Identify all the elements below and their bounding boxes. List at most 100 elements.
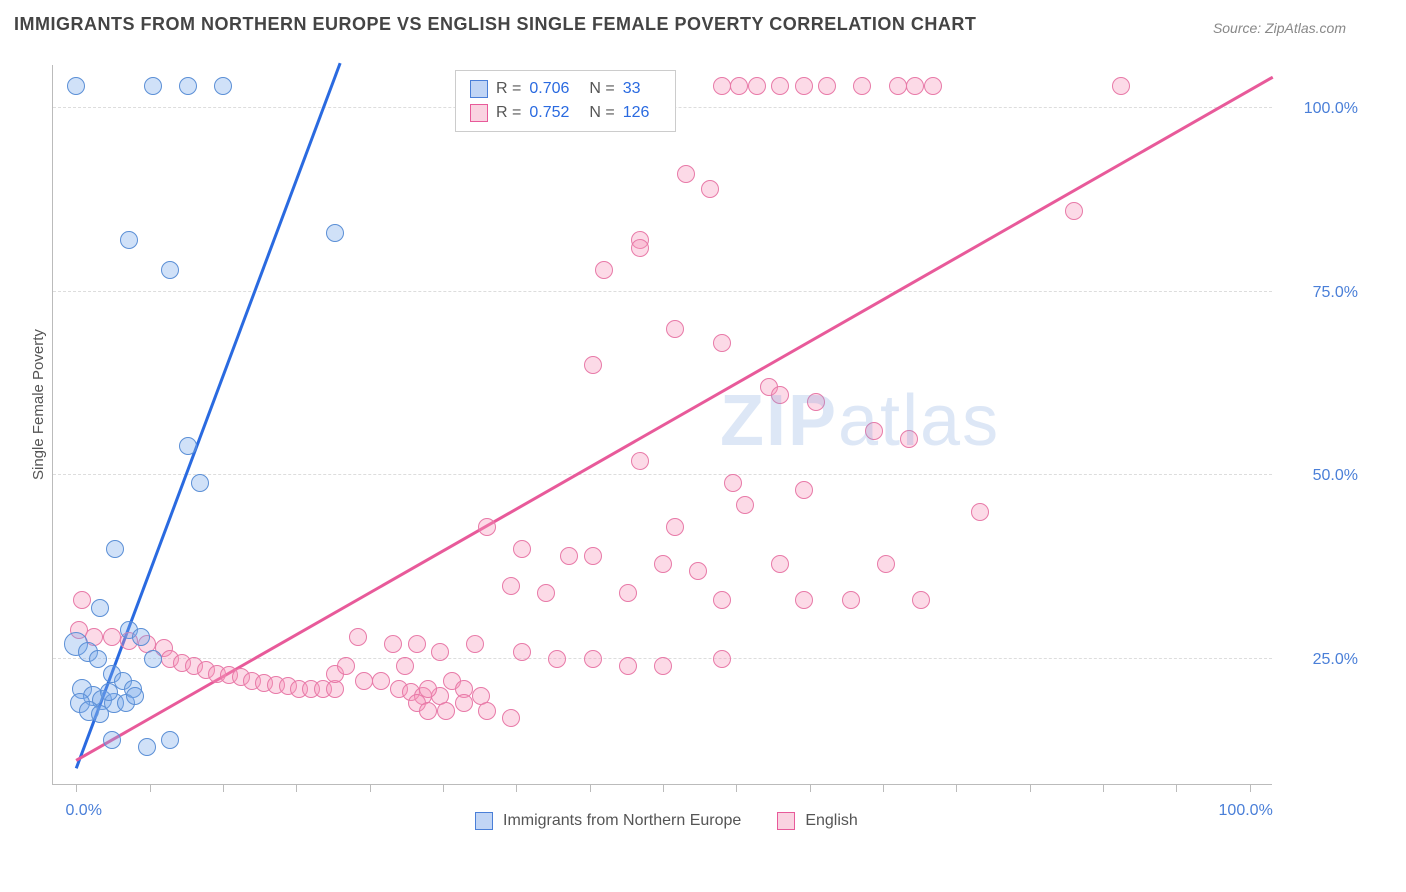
scatter-point-pink (1112, 77, 1130, 95)
scatter-point-blue (120, 231, 138, 249)
scatter-point-pink (478, 702, 496, 720)
scatter-point-pink (619, 657, 637, 675)
r-label: R = (496, 101, 521, 125)
scatter-point-pink (537, 584, 555, 602)
scatter-point-blue (214, 77, 232, 95)
scatter-point-pink (713, 77, 731, 95)
scatter-point-pink (912, 591, 930, 609)
scatter-point-pink (103, 628, 121, 646)
scatter-point-pink (1065, 202, 1083, 220)
scatter-point-pink (408, 635, 426, 653)
n-label: N = (589, 101, 614, 125)
x-tick (1250, 784, 1251, 792)
scatter-point-pink (654, 657, 672, 675)
x-tick (296, 784, 297, 792)
scatter-point-pink (337, 657, 355, 675)
scatter-point-pink (853, 77, 871, 95)
gridline (53, 291, 1272, 292)
swatch-pink (470, 104, 488, 122)
scatter-point-blue (161, 261, 179, 279)
scatter-point-pink (807, 393, 825, 411)
scatter-point-pink (631, 239, 649, 257)
swatch-blue (470, 80, 488, 98)
scatter-point-pink (513, 540, 531, 558)
x-tick (883, 784, 884, 792)
scatter-point-pink (771, 555, 789, 573)
x-tick (1176, 784, 1177, 792)
scatter-point-pink (924, 77, 942, 95)
scatter-point-pink (502, 709, 520, 727)
source-label: Source: ZipAtlas.com (1213, 20, 1346, 36)
scatter-point-pink (560, 547, 578, 565)
scatter-point-pink (713, 334, 731, 352)
scatter-point-pink (736, 496, 754, 514)
scatter-point-pink (889, 77, 907, 95)
scatter-point-pink (900, 430, 918, 448)
y-tick-label: 50.0% (1313, 467, 1358, 485)
scatter-point-pink (906, 77, 924, 95)
scatter-point-blue (106, 540, 124, 558)
n-label: N = (589, 77, 614, 101)
scatter-point-pink (584, 356, 602, 374)
scatter-point-pink (584, 547, 602, 565)
scatter-point-pink (513, 643, 531, 661)
y-tick-label: 75.0% (1313, 284, 1358, 302)
y-axis-label: Single Female Poverty (30, 329, 47, 480)
x-tick (1103, 784, 1104, 792)
scatter-plot (52, 65, 1272, 785)
x-tick (76, 784, 77, 792)
scatter-point-pink (877, 555, 895, 573)
legend-label-blue: Immigrants from Northern Europe (503, 812, 741, 830)
scatter-point-pink (713, 591, 731, 609)
scatter-point-pink (455, 694, 473, 712)
scatter-point-blue (179, 77, 197, 95)
x-tick (370, 784, 371, 792)
scatter-point-blue (103, 731, 121, 749)
gridline (53, 474, 1272, 475)
scatter-point-blue (132, 628, 150, 646)
scatter-point-pink (666, 518, 684, 536)
r-label: R = (496, 77, 521, 101)
scatter-point-blue (91, 599, 109, 617)
scatter-point-blue (144, 650, 162, 668)
n-value-blue: 33 (623, 77, 641, 101)
legend-row-pink: R = 0.752 N = 126 (470, 101, 661, 125)
scatter-point-pink (842, 591, 860, 609)
x-tick (810, 784, 811, 792)
x-tick (956, 784, 957, 792)
x-tick (663, 784, 664, 792)
scatter-point-blue (100, 683, 118, 701)
scatter-point-blue (144, 77, 162, 95)
scatter-point-pink (795, 591, 813, 609)
legend-row-blue: R = 0.706 N = 33 (470, 77, 661, 101)
n-value-pink: 126 (623, 101, 650, 125)
scatter-point-pink (818, 77, 836, 95)
scatter-point-pink (502, 577, 520, 595)
scatter-point-pink (419, 702, 437, 720)
scatter-point-pink (631, 452, 649, 470)
scatter-point-pink (372, 672, 390, 690)
scatter-point-pink (619, 584, 637, 602)
x-tick (1030, 784, 1031, 792)
scatter-point-pink (971, 503, 989, 521)
scatter-point-blue (179, 437, 197, 455)
scatter-point-blue (91, 705, 109, 723)
scatter-point-pink (355, 672, 373, 690)
series-legend: Immigrants from Northern Europe English (475, 812, 858, 830)
x-tick (223, 784, 224, 792)
scatter-point-pink (865, 422, 883, 440)
scatter-point-pink (771, 77, 789, 95)
scatter-point-pink (701, 180, 719, 198)
scatter-point-pink (748, 77, 766, 95)
x-tick (736, 784, 737, 792)
r-value-pink: 0.752 (529, 101, 569, 125)
scatter-point-pink (795, 481, 813, 499)
scatter-point-pink (431, 643, 449, 661)
legend-label-pink: English (805, 812, 857, 830)
y-tick-label: 25.0% (1313, 651, 1358, 669)
scatter-point-pink (478, 518, 496, 536)
x-tick (590, 784, 591, 792)
scatter-point-pink (466, 635, 484, 653)
scatter-point-pink (396, 657, 414, 675)
scatter-point-pink (654, 555, 672, 573)
